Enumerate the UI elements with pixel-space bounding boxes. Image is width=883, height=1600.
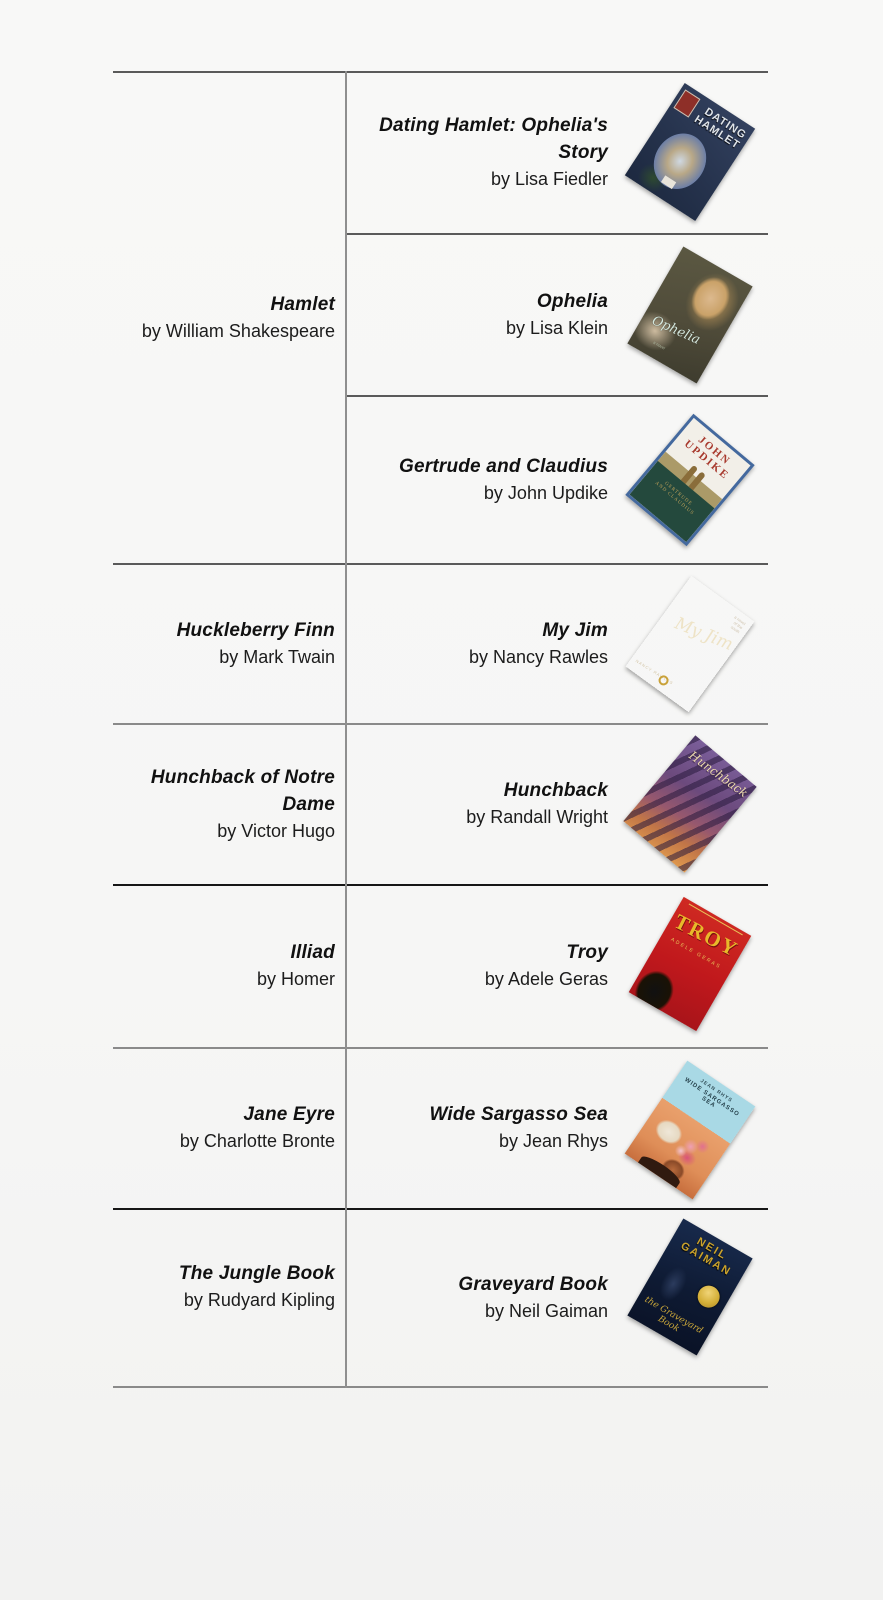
retelling-cell-graveyard-book: Graveyard Book by Neil Gaiman [346, 1209, 608, 1408]
cover-author-text: NEIL GAIMAN [677, 1234, 734, 1279]
retelling-title: Ophelia [536, 290, 608, 312]
classic-title-line2: Dame [282, 793, 335, 815]
classic-cell-jungle-book: The Jungle Book by Rudyard Kipling [113, 1209, 341, 1386]
coverslot-troy: TROY ADELE GERAS [612, 882, 767, 1045]
table-top-border [113, 71, 768, 73]
classic-author: by Charlotte Bronte [179, 1131, 335, 1151]
classic-title: Huckleberry Finn [176, 619, 335, 641]
classic-cell-hamlet: Hamlet by William Shakespeare [113, 72, 341, 563]
cover-title-text: Hunchback [685, 748, 750, 801]
classic-author: by Homer [256, 969, 335, 989]
ophelia-book-cover-image: Ophelia a novel [626, 246, 753, 383]
retelling-author: by Randall Wright [466, 807, 608, 827]
retelling-author: by Neil Gaiman [484, 1300, 608, 1321]
cover-subtitle-text: a novel [651, 339, 666, 351]
retelling-title: Wide Sargasso Sea [429, 1104, 608, 1125]
row-divider-huckfinn-hunchback [113, 723, 768, 725]
wide-sargasso-sea-book-cover-image: JEAN RHYS WIDE SARGASSO SEA [624, 1060, 755, 1200]
cover-art-detail [672, 89, 700, 118]
newbery-medal-icon [693, 1281, 724, 1312]
graveyard-book-cover-image: NEIL GAIMAN the Graveyard Book [626, 1218, 753, 1355]
table-bottom-border [113, 1386, 768, 1388]
cover-title-text: DATING HAMLET [691, 105, 749, 152]
retelling-cell-gertrude-claudius: Gertrude and Claudius by John Updike [346, 396, 608, 563]
row-divider-hamlet-huckfinn [113, 563, 768, 565]
classic-author: by Rudyard Kipling [183, 1289, 335, 1310]
retelling-cell-ophelia: Ophelia by Lisa Klein [346, 234, 608, 395]
retelling-title: Hunchback [503, 780, 608, 801]
row-divider-hunchback-illiad [113, 884, 768, 886]
hamlet-subrow-divider-1 [346, 233, 768, 235]
row-divider-janeeyre-junglebook [113, 1208, 768, 1210]
retelling-title: My Jim [542, 619, 608, 641]
hunchback-book-cover-image: Hunchback [622, 735, 757, 873]
classic-author: by William Shakespeare [141, 320, 335, 341]
coverslot-hunchback: Hunchback [612, 724, 767, 884]
classic-title: Hamlet [270, 293, 335, 315]
cover-art-detail [660, 175, 676, 190]
classic-cell-huckleberry-finn: Huckleberry Finn by Mark Twain [113, 564, 341, 723]
hamlet-subrow-divider-2 [346, 395, 768, 397]
retelling-cell-hunchback: Hunchback by Randall Wright [346, 724, 608, 884]
row-divider-illiad-janeeyre [113, 1047, 768, 1049]
retelling-cell-wide-sargasso-sea: Wide Sargasso Sea by Jean Rhys [346, 1048, 608, 1208]
retelling-title-line2: Story [558, 142, 608, 163]
cover-art-detail: a novel of the south [729, 614, 747, 634]
cover-art-detail [637, 1152, 683, 1189]
coverslot-my-jim: a novel of the south My Jim NANCY RAWLES [612, 564, 767, 723]
classic-title: Jane Eyre [243, 1104, 335, 1125]
retelling-title: Troy [566, 942, 608, 963]
coverslot-dating-hamlet: DATING HAMLET [612, 72, 767, 232]
retelling-author: by Jean Rhys [498, 1131, 608, 1151]
cover-title-text: My Jim [671, 613, 736, 655]
classic-title: Hunchback of Notre [150, 766, 335, 788]
retelling-title: Gertrude and Claudius [398, 455, 608, 477]
retelling-cell-troy: Troy by Adele Geras [346, 885, 608, 1047]
retelling-title: Dating Hamlet: Ophelia's [379, 115, 608, 136]
retelling-title: Graveyard Book [458, 1273, 608, 1295]
column-divider [345, 71, 347, 1388]
retelling-author: by Lisa Klein [505, 317, 608, 338]
my-jim-book-cover-image: a novel of the south My Jim NANCY RAWLES [625, 575, 754, 711]
coverslot-ophelia: Ophelia a novel [612, 234, 767, 395]
classic-author: by Victor Hugo [217, 820, 335, 841]
retelling-author: by Lisa Fiedler [490, 169, 608, 189]
dating-hamlet-book-cover-image: DATING HAMLET [624, 82, 755, 222]
retelling-cell-my-jim: My Jim by Nancy Rawles [346, 564, 608, 723]
classic-title: The Jungle Book [178, 1262, 335, 1284]
classic-cell-illiad: Illiad by Homer [113, 885, 341, 1047]
classic-cell-jane-eyre: Jane Eyre by Charlotte Bronte [113, 1048, 341, 1208]
coverslot-graveyard-book: NEIL GAIMAN the Graveyard Book [612, 1209, 767, 1364]
retelling-author: by Adele Geras [484, 969, 608, 989]
gertrude-claudius-book-cover-image: JOHN UPDIKE GERTRUDE AND CLAUDIUS [624, 413, 755, 546]
retelling-author: by John Updike [483, 482, 608, 503]
retelling-cell-dating-hamlet: Dating Hamlet: Ophelia's Story by Lisa F… [346, 72, 608, 233]
classic-cell-hunchback-notre-dame: Hunchback of Notre Dame by Victor Hugo [113, 724, 341, 884]
classic-title: Illiad [290, 942, 335, 963]
coverslot-gertrude-claudius: JOHN UPDIKE GERTRUDE AND CLAUDIUS [612, 396, 767, 563]
troy-book-cover-image: TROY ADELE GERAS [628, 896, 751, 1031]
retelling-author: by Nancy Rawles [468, 646, 608, 667]
coverslot-wide-sargasso-sea: JEAN RHYS WIDE SARGASSO SEA [612, 1050, 767, 1210]
classic-author: by Mark Twain [219, 646, 335, 667]
